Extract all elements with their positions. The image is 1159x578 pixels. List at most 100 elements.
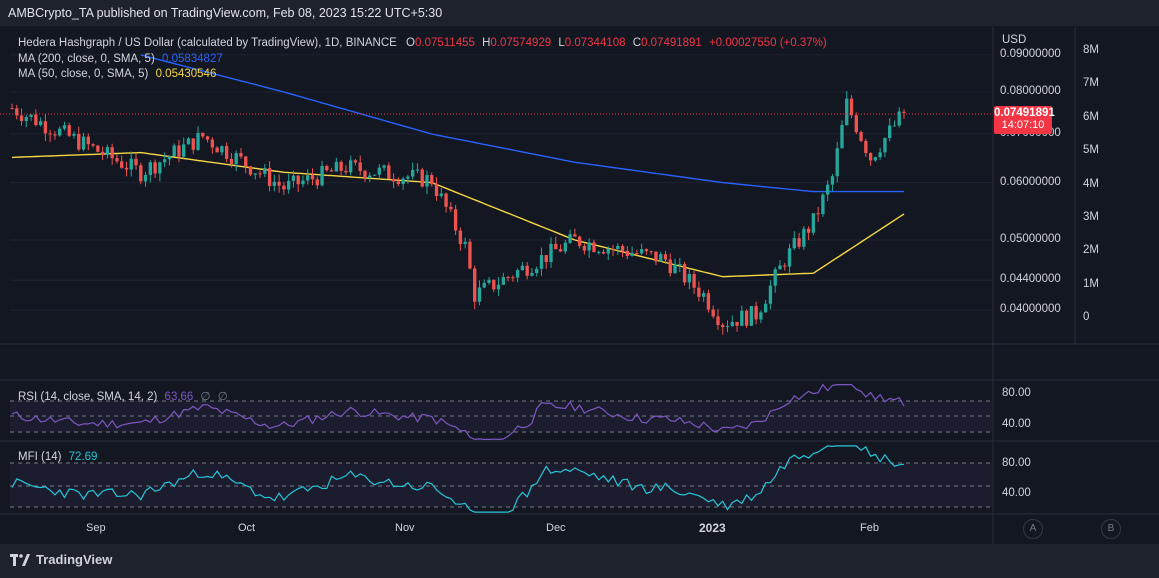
candle-body	[220, 146, 224, 153]
candle-body	[668, 259, 672, 274]
candle-body	[329, 170, 334, 172]
candle-body	[840, 124, 844, 149]
open-value: 0.07511455	[414, 37, 475, 49]
candle-body	[606, 248, 610, 254]
candle-body	[563, 242, 567, 252]
candle-body	[96, 145, 100, 152]
candle-body	[124, 167, 129, 170]
candle-body	[639, 249, 644, 254]
candle-body	[759, 312, 763, 320]
candle-body	[353, 160, 358, 163]
candles	[10, 90, 906, 335]
ma200-label: MA (200, close, 0, SMA, 5)	[18, 52, 155, 65]
candle-body	[687, 274, 692, 283]
volume-axis-label: 1M	[1083, 277, 1099, 290]
candle-body	[620, 245, 625, 251]
candle-body	[372, 174, 377, 176]
candle-body	[430, 175, 434, 185]
candle-body	[19, 115, 24, 121]
candle-body	[382, 165, 386, 168]
candle-body	[878, 152, 882, 158]
candle-body	[554, 243, 558, 250]
symbol-title: Hedera Hashgraph / US Dollar (calculated…	[18, 37, 397, 49]
candle-body	[143, 174, 148, 182]
tradingview-logo[interactable]: TradingView	[10, 552, 112, 567]
candle-body	[444, 193, 448, 207]
candle-body	[859, 132, 863, 141]
ma50-legend[interactable]: MA (50, close, 0, SMA, 5) 0.05430546	[18, 67, 827, 83]
candle-body	[902, 111, 906, 113]
candle-body	[673, 264, 677, 274]
candle-body	[625, 250, 630, 256]
candle-body	[158, 162, 162, 174]
candle-body	[654, 251, 658, 262]
candle-body	[339, 161, 343, 171]
candle-body	[205, 136, 210, 140]
candle-body	[826, 184, 830, 195]
close-label: C	[632, 37, 642, 49]
chart-area[interactable]	[0, 26, 1159, 544]
candle-body	[539, 255, 544, 269]
candle-body	[115, 158, 119, 162]
candle-body	[72, 133, 76, 136]
rsi-level-80: 80.00	[1002, 387, 1031, 399]
candle-body	[692, 274, 696, 288]
change-value: +0.00027550 (+0.37%)	[709, 37, 827, 49]
candle-body	[91, 144, 95, 146]
volume-axis-label: 3M	[1083, 211, 1099, 223]
candle-body	[167, 156, 172, 160]
log-scale-button[interactable]: B	[1101, 519, 1121, 539]
candle-body	[568, 234, 572, 243]
tradingview-brand: TradingView	[36, 552, 113, 567]
candle-body	[515, 270, 520, 278]
high-label: H	[482, 37, 491, 49]
candle-body	[854, 115, 858, 133]
rsi-legend[interactable]: RSI (14, close, SMA, 14, 2) 63.66 ∅ ∅	[18, 389, 228, 403]
ma200-path	[140, 54, 904, 193]
candle-body	[735, 321, 739, 326]
candle-body	[659, 254, 663, 262]
publisher-bar: AMBCrypto_TA published on TradingView.co…	[0, 0, 1159, 26]
candle-body	[701, 293, 706, 297]
candle-body	[754, 306, 758, 320]
candle-body	[38, 121, 43, 126]
candle-body	[325, 166, 329, 171]
candle-body	[420, 169, 424, 187]
ma200-legend[interactable]: MA (200, close, 0, SMA, 5) 0.05834827	[18, 52, 827, 68]
mfi-legend[interactable]: MFI (14) 72.69	[18, 451, 97, 463]
candle-body	[177, 145, 181, 157]
current-price: 0.07491891	[994, 107, 1055, 119]
ma50-line	[11, 151, 905, 278]
candle-body	[10, 108, 14, 110]
candle-body	[453, 209, 458, 231]
candle-body	[191, 138, 195, 150]
candle-body	[267, 168, 272, 187]
candle-body	[296, 175, 300, 185]
bar-countdown: 14:07:10	[1001, 119, 1045, 131]
candle-body	[544, 255, 548, 263]
candle-body	[77, 133, 81, 150]
mfi-level-80: 80.00	[1002, 457, 1031, 469]
candle-body	[368, 175, 372, 178]
candle-body	[635, 253, 639, 255]
candle-body	[301, 180, 305, 185]
candle-body	[148, 162, 153, 175]
candle-body	[315, 179, 319, 186]
candle-body	[401, 178, 405, 185]
auto-scale-button[interactable]: A	[1023, 519, 1043, 539]
candle-body	[573, 234, 577, 237]
low-value: 0.07344108	[564, 37, 626, 49]
candle-body	[496, 284, 501, 290]
candle-body	[740, 310, 744, 326]
ma50-value: 0.05430546	[155, 68, 217, 80]
candle-body	[129, 158, 133, 170]
symbol-row[interactable]: Hedera Hashgraph / US Dollar (calculated…	[18, 36, 827, 52]
mfi-label: MFI (14)	[18, 451, 62, 463]
candle-body	[411, 169, 415, 177]
candle-body	[210, 139, 215, 148]
candle-body	[682, 264, 687, 283]
candle-body	[320, 166, 324, 186]
candle-body	[463, 241, 467, 245]
candle-body	[48, 133, 52, 135]
